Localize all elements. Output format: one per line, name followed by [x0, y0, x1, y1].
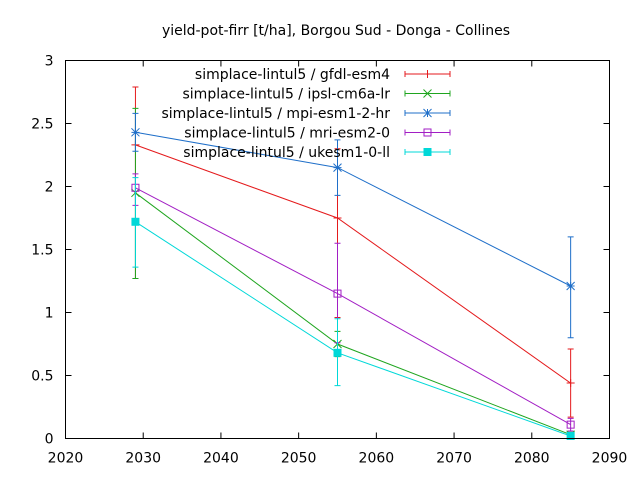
- data-point-marker: [566, 281, 575, 291]
- legend-item: simplace-lintul5 / ukesm1-0-ll: [183, 145, 451, 161]
- data-point-marker: [423, 108, 432, 118]
- legend-swatch: [404, 129, 451, 136]
- x-tick-label: 2080: [514, 451, 550, 467]
- x-tick-label: 2060: [359, 451, 395, 467]
- legend-label: simplace-lintul5 / ipsl-cm6a-lr: [183, 87, 391, 103]
- y-tick-label: 0: [45, 432, 54, 448]
- legend-label: simplace-lintul5 / mpi-esm1-2-hr: [161, 106, 390, 122]
- data-point-marker: [333, 348, 342, 357]
- data-point-marker: [333, 163, 342, 172]
- x-tick-label: 2090: [592, 451, 628, 467]
- data-point-marker: [423, 148, 432, 156]
- legend-item: simplace-lintul5 / ipsl-cm6a-lr: [183, 87, 451, 103]
- data-point-marker: [566, 379, 575, 388]
- plot-frame: [65, 60, 610, 439]
- error-bar: [567, 417, 574, 432]
- x-tick-label: 2040: [203, 451, 239, 467]
- data-point-marker: [131, 217, 140, 226]
- y-tick-label: 2.5: [31, 117, 53, 133]
- y-tick-label: 1.5: [31, 243, 53, 259]
- y-tick-label: 2: [45, 180, 54, 196]
- series-5: [131, 177, 575, 440]
- series-3: [131, 112, 575, 339]
- data-point-marker: [566, 431, 575, 440]
- y-tick-label: 3: [45, 54, 54, 70]
- x-tick-label: 2050: [281, 451, 317, 467]
- series-4: [131, 173, 575, 432]
- legend: simplace-lintul5 / gfdl-esm4 simplace-lin…: [161, 67, 451, 161]
- x-tick-label: 2030: [125, 451, 161, 467]
- data-point-marker: [333, 289, 342, 298]
- y-tick-label: 1: [45, 306, 54, 322]
- ticks-layer: 2020 2030 2040 2050 2060 2070 2080 2090 0 0.5 1 1.5…: [31, 54, 627, 467]
- series-line: [135, 187, 571, 426]
- x-tick-label: 2070: [436, 451, 472, 467]
- series-line: [135, 221, 571, 437]
- data-point-marker: [423, 128, 432, 137]
- legend-item: simplace-lintul5 / gfdl-esm4: [195, 67, 451, 83]
- series-layer: [131, 86, 575, 440]
- data-point-marker: [566, 420, 575, 429]
- legend-label: simplace-lintul5 / mri-esm2-0: [184, 126, 390, 142]
- legend-label: simplace-lintul5 / ukesm1-0-ll: [183, 145, 390, 161]
- legend-item: simplace-lintul5 / mri-esm2-0: [184, 126, 451, 142]
- x-tick-label: 2020: [48, 451, 84, 467]
- data-point-marker: [131, 127, 140, 137]
- y-tick-label: 0.5: [31, 369, 53, 385]
- data-point-marker: [333, 214, 342, 222]
- legend-label: simplace-lintul5 / gfdl-esm4: [195, 67, 390, 83]
- chart-title: yield-pot-firr [t/ha], Borgou Sud - Dong…: [162, 23, 510, 39]
- data-point-marker: [423, 89, 432, 98]
- legend-item: simplace-lintul5 / mpi-esm1-2-hr: [161, 106, 451, 122]
- data-point-marker: [423, 70, 432, 78]
